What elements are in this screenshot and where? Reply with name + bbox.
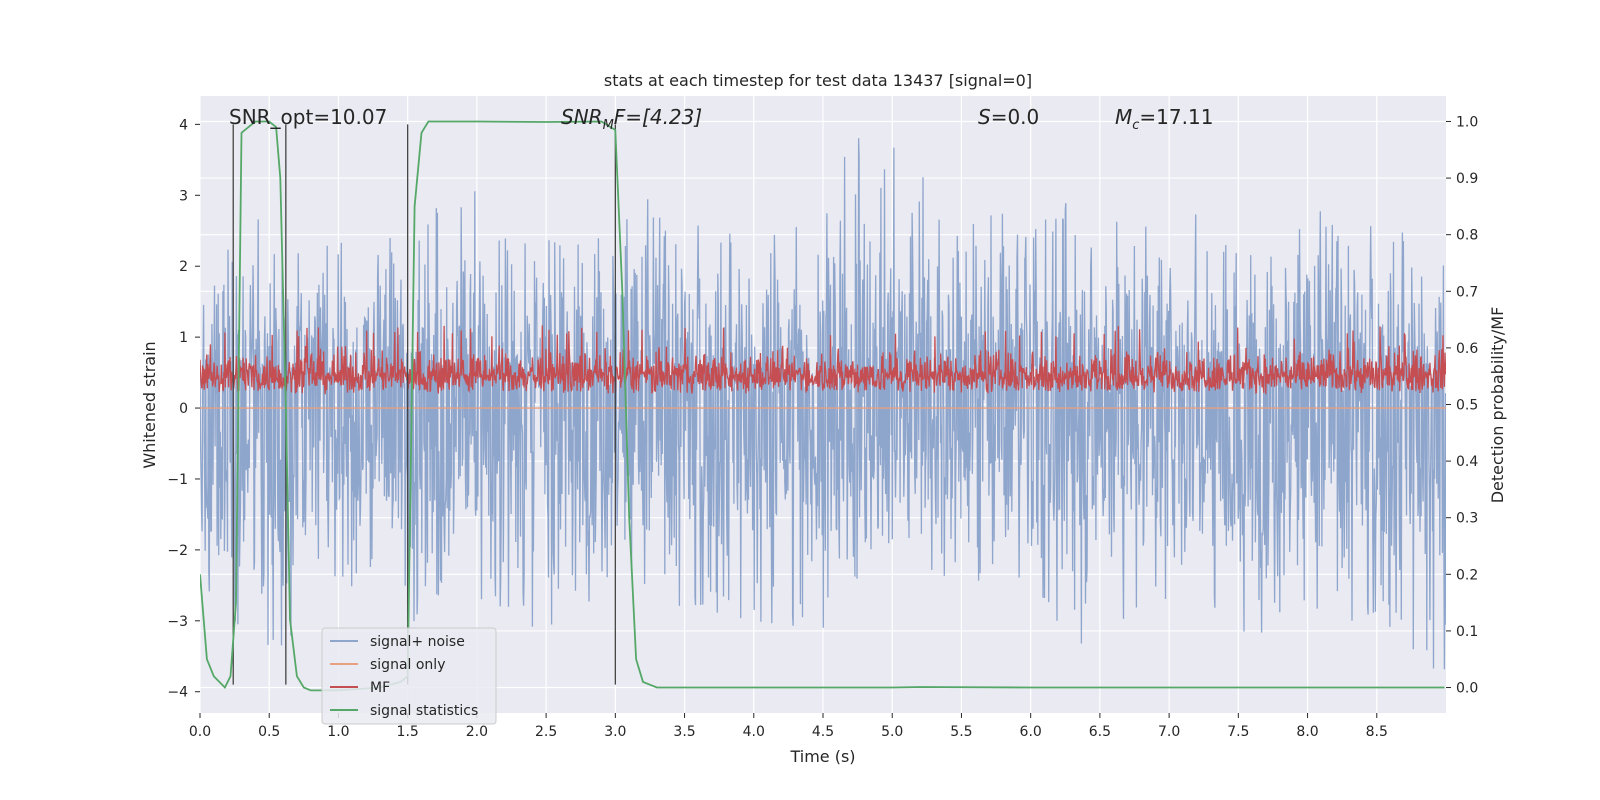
legend-label-signal-statistics: signal statistics <box>370 703 478 719</box>
x-tick-label: 3.5 <box>673 724 695 740</box>
x-axis-label: Time (s) <box>789 747 855 766</box>
y2-tick-label: 0.2 <box>1456 567 1478 583</box>
annotation-snr-mf-suffix: F=[4.23] <box>614 105 702 129</box>
right-y-axis-ticks: 1.0 0.9 0.8 0.7 0.6 0.5 0.4 0.3 0.2 0.1 0.0 <box>1446 114 1478 697</box>
annotation-s: S=0.0 <box>978 105 1039 129</box>
x-tick-label: 8.0 <box>1296 724 1318 740</box>
annotation-snr-mf-sub: M <box>603 118 614 133</box>
y2-tick-label: 0.6 <box>1456 341 1478 357</box>
x-tick-label: 4.0 <box>743 724 765 740</box>
y-tick-label: 2 <box>179 259 188 275</box>
x-tick-label: 4.5 <box>812 724 834 740</box>
x-tick-label: 6.0 <box>1020 724 1042 740</box>
legend-box <box>321 627 497 725</box>
x-tick-label: 7.5 <box>1227 724 1249 740</box>
x-tick-label: 0.5 <box>258 724 280 740</box>
annotation-mc-prefix: M <box>1115 105 1132 129</box>
x-tick-label: 5.5 <box>950 724 972 740</box>
x-tick-label: 0.0 <box>189 724 211 740</box>
legend-label-signal-only: signal only <box>370 657 445 673</box>
x-tick-label: 5.0 <box>881 724 903 740</box>
y-tick-label: −1 <box>167 472 188 488</box>
y2-tick-label: 0.5 <box>1456 398 1478 414</box>
y2-tick-label: 1.0 <box>1456 114 1478 130</box>
x-tick-label: 2.5 <box>535 724 557 740</box>
legend-label-mf: MF <box>370 680 390 696</box>
annotation-mc-sub: c <box>1132 118 1139 133</box>
x-tick-label: 2.0 <box>466 724 488 740</box>
x-axis-ticks: 0.0 0.5 1.0 1.5 2.0 2.5 3.0 3.5 4.0 4.5 5.0 5.5 6.0 6… <box>189 713 1388 740</box>
y2-tick-label: 0.4 <box>1456 454 1478 470</box>
y-tick-label: −4 <box>167 685 188 701</box>
annotation-snr-mf: SNRMF=[4.23] <box>561 105 702 133</box>
annotation-snr-mf-prefix: SNR <box>561 105 603 129</box>
annotation-snr-opt: SNR_opt=10.07 <box>229 105 387 129</box>
annotation-s-prefix: S <box>978 105 991 129</box>
y-tick-label: −2 <box>167 543 188 559</box>
annotation-mc-suffix: =17.11 <box>1139 105 1213 129</box>
x-tick-label: 1.0 <box>327 724 349 740</box>
y2-tick-label: 0.7 <box>1456 284 1478 300</box>
x-tick-label: 1.5 <box>397 724 419 740</box>
y2-tick-label: 0.3 <box>1456 511 1478 527</box>
y-tick-label: 1 <box>179 330 188 346</box>
legend-label-signal-noise: signal+ noise <box>370 634 465 650</box>
x-tick-label: 3.0 <box>604 724 626 740</box>
x-tick-label: 7.0 <box>1158 724 1180 740</box>
x-tick-label: 6.5 <box>1089 724 1111 740</box>
right-y-axis-label: Detection probability/MF <box>1488 307 1507 504</box>
y-axis-label: Whitened strain <box>140 341 159 468</box>
annotation-s-suffix: =0.0 <box>991 105 1040 129</box>
annotation-mc: Mc=17.11 <box>1115 105 1213 133</box>
y2-tick-label: 0.9 <box>1456 171 1478 187</box>
legend: signal+ noise signal only MF signal stat… <box>321 627 497 725</box>
chart-title: stats at each timestep for test data 134… <box>604 71 1032 90</box>
y2-tick-label: 0.1 <box>1456 624 1478 640</box>
y-tick-label: 3 <box>179 188 188 204</box>
left-y-axis-ticks: 4 3 2 1 0 −1 −2 −3 −4 <box>167 117 200 701</box>
y-tick-label: 4 <box>179 117 188 133</box>
x-tick-label: 8.5 <box>1366 724 1388 740</box>
y-tick-label: 0 <box>179 401 188 417</box>
y2-tick-label: 0.0 <box>1456 681 1478 697</box>
y-tick-label: −3 <box>167 614 188 630</box>
y2-tick-label: 0.8 <box>1456 228 1478 244</box>
